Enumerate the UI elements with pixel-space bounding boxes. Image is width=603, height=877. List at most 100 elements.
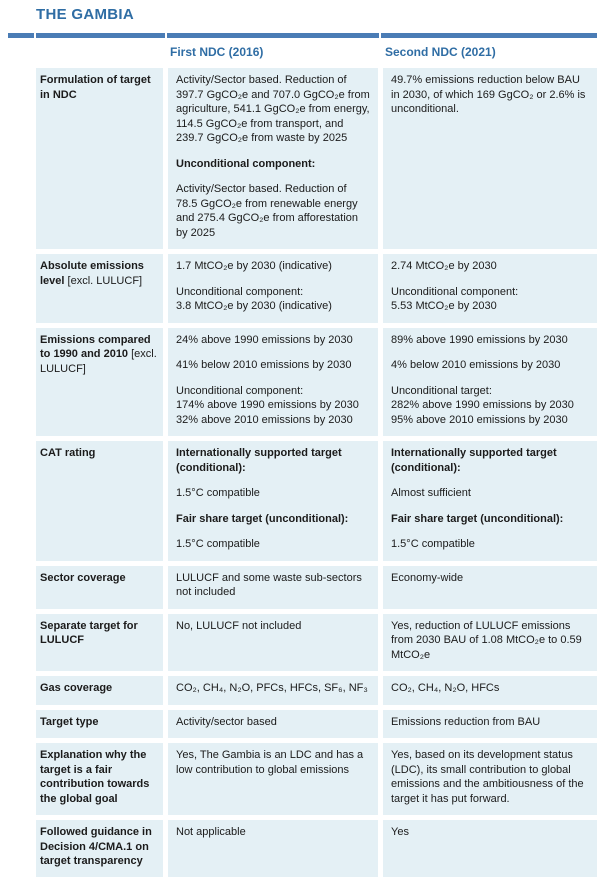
cell-paragraph: No, LULUCF not included — [176, 619, 370, 634]
cell-text-line: Not applicable — [176, 826, 246, 838]
row-label-qualifier: [excl. LULUCF] — [64, 274, 143, 287]
row-label: Formulation of target in NDC — [36, 68, 163, 249]
table-cell: CO₂, CH₄, N₂O, HFCs — [383, 676, 597, 705]
row-label-bold: CAT rating — [40, 447, 96, 459]
cell-text-line: Yes, based on its development status (LD… — [391, 749, 584, 805]
cell-paragraph: Activity/Sector based. Reduction of 397.… — [176, 73, 370, 146]
row-label-bold: Gas coverage — [40, 682, 113, 694]
row-label-bold: Followed guidance in Decision 4/CMA.1 on… — [40, 826, 152, 867]
cell-text-line: No, LULUCF not included — [176, 619, 302, 632]
table-cell: No, LULUCF not included — [168, 613, 378, 671]
cell-text-line: 2.74 MtCO₂e by 2030 — [391, 260, 497, 272]
table-cell: Economy-wide — [383, 565, 597, 609]
cell-text-line: Internationally supported target (condit… — [176, 447, 342, 474]
cell-paragraph: 2.74 MtCO₂e by 2030 — [391, 259, 589, 274]
cell-text-line: Unconditional component: — [176, 384, 304, 397]
rule-segment — [167, 33, 379, 38]
row-label-bold: Sector coverage — [40, 571, 126, 584]
cell-text-line: Almost sufficient — [391, 487, 471, 499]
cell-text-line: Yes, The Gambia is an LDC and has a low … — [176, 749, 364, 776]
table-cell: 89% above 1990 emissions by 2030 4% below… — [383, 327, 597, 436]
cell-text-line: 3.8 MtCO₂e by 2030 (indicative) — [176, 300, 332, 312]
cell-text-line: 4% below 2010 emissions by 2030 — [391, 359, 561, 371]
table-cell: Internationally supported target (condit… — [383, 441, 597, 561]
table-cell: Activity/sector based — [168, 709, 378, 738]
table-cell: Yes, The Gambia is an LDC and has a low … — [168, 743, 378, 815]
cell-paragraph: 41% below 2010 emissions by 2030 — [176, 358, 370, 373]
cell-text-line: 32% above 2010 emissions by 2030 — [176, 413, 353, 426]
table-cell: CO₂, CH₄, N₂O, PFCs, HFCs, SF₆, NF₃ — [168, 676, 378, 705]
cell-paragraph: Internationally supported target (condit… — [176, 446, 370, 475]
table-cell: LULUCF and some waste sub-sectors not in… — [168, 565, 378, 609]
cell-paragraph: Activity/Sector based. Reduction of 78.5… — [176, 182, 370, 240]
cell-paragraph: LULUCF and some waste sub-sectors not in… — [176, 571, 370, 600]
report-page: THE GAMBIA First NDC (2016) Second NDC (… — [0, 6, 603, 877]
cell-paragraph: Fair share target (unconditional): — [391, 512, 589, 527]
table-cell: 49.7% emissions reduction below BAU in 2… — [383, 68, 597, 249]
table-cell: 24% above 1990 emissions by 2030 41% belo… — [168, 327, 378, 436]
cell-text-line: Emissions reduction from BAU — [391, 715, 541, 728]
cell-paragraph: Unconditional component: 3.8 MtCO₂e by 20… — [176, 285, 370, 314]
row-label: Sector coverage — [36, 565, 163, 609]
row-label: Target type — [36, 709, 163, 738]
cell-text-line: 282% above 1990 emissions by 2030 — [391, 399, 574, 411]
cell-paragraph: Unconditional component: 5.53 MtCO₂e by 2… — [391, 285, 589, 314]
cell-paragraph: Economy-wide — [391, 571, 589, 586]
header-spacer — [36, 38, 163, 68]
row-label: Explanation why the target is a fair con… — [36, 743, 163, 815]
cell-text-line: 1.7 MtCO₂e by 2030 (indicative) — [176, 260, 332, 272]
cell-text-line: Yes — [391, 826, 409, 838]
table-cell: Yes — [383, 820, 597, 877]
cell-paragraph: Yes, reduction of LULUCF emissions from … — [391, 619, 589, 663]
cell-text-line: 24% above 1990 emissions by 2030 — [176, 333, 353, 346]
table-cell: Internationally supported target (condit… — [168, 441, 378, 561]
table-cell: Not applicable — [168, 820, 378, 877]
cell-paragraph: Unconditional component: — [176, 157, 370, 172]
table-cell: 1.7 MtCO₂e by 2030 (indicative) Unconditi… — [168, 254, 378, 323]
cell-text-line: 49.7% emissions reduction below BAU in 2… — [391, 74, 586, 115]
cell-paragraph: Unconditional target: 282% above 1990 emi… — [391, 384, 589, 428]
row-label-bold: Explanation why the target is a fair con… — [40, 749, 150, 805]
cell-text-line: 5.53 MtCO₂e by 2030 — [391, 300, 497, 312]
cell-paragraph: Yes, based on its development status (LD… — [391, 748, 589, 806]
cell-paragraph: 1.5°C compatible — [391, 537, 589, 552]
cell-text-line: Activity/Sector based. Reduction of 78.5… — [176, 183, 359, 239]
page-title: THE GAMBIA — [36, 6, 134, 23]
rule-segment — [381, 33, 597, 38]
cell-text-line: Unconditional component: — [391, 285, 519, 298]
cell-paragraph: 1.5°C compatible — [176, 486, 370, 501]
cell-text-line: Internationally supported target (condit… — [391, 447, 557, 474]
table-top-rule — [8, 33, 597, 38]
row-label-bold: Target type — [40, 715, 99, 728]
cell-paragraph: 4% below 2010 emissions by 2030 — [391, 358, 589, 373]
cell-text-line: Unconditional component: — [176, 285, 304, 298]
row-label: Separate target for LULUCF — [36, 613, 163, 671]
cell-paragraph: Internationally supported target (condit… — [391, 446, 589, 475]
row-label-qualifier: [excl. LULUCF] — [40, 348, 157, 375]
cell-paragraph: 24% above 1990 emissions by 2030 — [176, 333, 370, 348]
cell-paragraph: Yes — [391, 825, 589, 840]
cell-text-line: 1.5°C compatible — [391, 538, 475, 550]
row-label-bold: Absolute emissions level — [40, 260, 144, 287]
column-header-second-ndc: Second NDC (2021) — [385, 45, 496, 59]
table-cell: 2.74 MtCO₂e by 2030 Unconditional compone… — [383, 254, 597, 323]
table-cell: Emissions reduction from BAU — [383, 709, 597, 738]
cell-paragraph: Emissions reduction from BAU — [391, 715, 589, 730]
cell-text-line: 41% below 2010 emissions by 2030 — [176, 359, 352, 371]
cell-text-line: Activity/Sector based. Reduction of 397.… — [176, 74, 370, 144]
rule-segment — [8, 33, 34, 38]
ndc-table-body: Formulation of target in NDC Activity/Sec… — [36, 68, 597, 877]
cell-paragraph: 49.7% emissions reduction below BAU in 2… — [391, 73, 589, 117]
cell-text-line: Yes, reduction of LULUCF emissions from … — [391, 619, 582, 661]
cell-paragraph: Yes, The Gambia is an LDC and has a low … — [176, 748, 370, 777]
cell-text-line: 1.5°C compatible — [176, 487, 260, 499]
rule-segment — [36, 33, 165, 38]
cell-text-line: 95% above 2010 emissions by 2030 — [391, 413, 568, 426]
row-label: CAT rating — [36, 441, 163, 561]
cell-text-line: Activity/sector based — [176, 715, 277, 728]
cell-paragraph: 89% above 1990 emissions by 2030 — [391, 333, 589, 348]
column-header-first-ndc: First NDC (2016) — [170, 45, 264, 59]
row-label-bold: Emissions compared to 1990 and 2010 — [40, 333, 151, 361]
cell-text-line: CO₂, CH₄, N₂O, HFCs — [391, 682, 500, 694]
row-label: Emissions compared to 1990 and 2010 [exc… — [36, 327, 163, 436]
